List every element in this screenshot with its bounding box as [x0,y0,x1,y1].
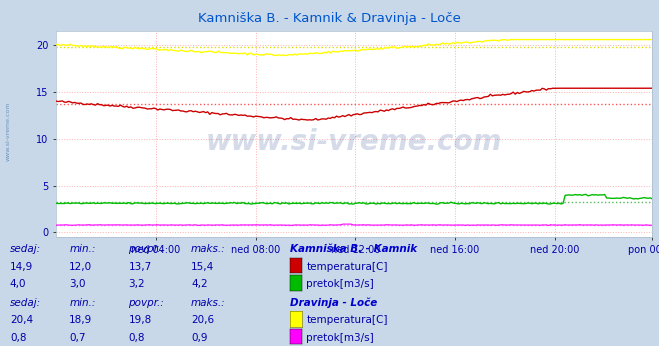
Text: maks.:: maks.: [191,244,226,254]
Text: 20,6: 20,6 [191,315,214,325]
Text: 0,9: 0,9 [191,333,208,343]
Text: Dravinja - Loče: Dravinja - Loče [290,298,377,308]
Text: 3,0: 3,0 [69,279,86,289]
Text: www.si-vreme.com: www.si-vreme.com [206,128,502,156]
Text: min.:: min.: [69,244,96,254]
Text: 20,4: 20,4 [10,315,33,325]
Text: 0,8: 0,8 [129,333,145,343]
Text: pretok[m3/s]: pretok[m3/s] [306,333,374,343]
Text: 18,9: 18,9 [69,315,92,325]
Text: min.:: min.: [69,298,96,308]
Text: povpr.:: povpr.: [129,298,164,308]
Text: 0,8: 0,8 [10,333,26,343]
Text: 14,9: 14,9 [10,262,33,272]
Text: temperatura[C]: temperatura[C] [306,262,388,272]
Text: 4,0: 4,0 [10,279,26,289]
Text: 12,0: 12,0 [69,262,92,272]
Text: Kamniška B. - Kamnik & Dravinja - Loče: Kamniška B. - Kamnik & Dravinja - Loče [198,12,461,25]
Text: 4,2: 4,2 [191,279,208,289]
Text: sedaj:: sedaj: [10,244,41,254]
Text: 0,7: 0,7 [69,333,86,343]
Text: temperatura[C]: temperatura[C] [306,315,388,325]
Text: maks.:: maks.: [191,298,226,308]
Text: pretok[m3/s]: pretok[m3/s] [306,279,374,289]
Text: 3,2: 3,2 [129,279,145,289]
Text: sedaj:: sedaj: [10,298,41,308]
Text: www.si-vreme.com: www.si-vreme.com [5,102,11,161]
Text: 15,4: 15,4 [191,262,214,272]
Text: povpr.:: povpr.: [129,244,164,254]
Text: 13,7: 13,7 [129,262,152,272]
Text: Kamniška B. - Kamnik: Kamniška B. - Kamnik [290,244,417,254]
Text: 19,8: 19,8 [129,315,152,325]
